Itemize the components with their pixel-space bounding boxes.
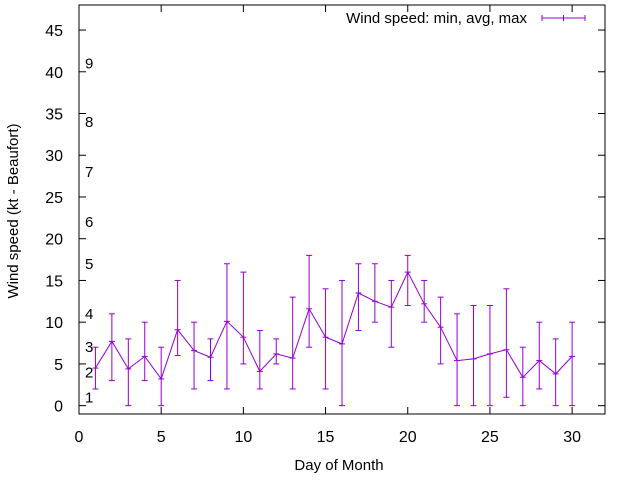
plot-border: [78, 4, 606, 415]
beaufort-label: 7: [85, 164, 93, 181]
x-tick-label: 0: [75, 429, 84, 446]
beaufort-label: 5: [85, 256, 93, 273]
beaufort-label: 3: [85, 339, 93, 356]
avg-line: [94, 270, 573, 380]
y-tick-label: 15: [45, 273, 63, 290]
y-tick-label: 40: [45, 65, 63, 82]
beaufort-label: 9: [85, 55, 93, 72]
legend: Wind speed: min, avg, max: [346, 10, 586, 27]
y-tick-label: 0: [54, 399, 63, 416]
x-axis-ticks: 0 5 10 15 20 25 30: [75, 5, 581, 446]
beaufort-scale-labels: 1 2 3 4 5 6 7 8 9: [85, 55, 93, 406]
beaufort-label: 1: [85, 389, 93, 406]
y-tick-label: 35: [45, 107, 63, 124]
beaufort-label: 8: [85, 114, 93, 131]
x-axis-title: Day of Month: [294, 457, 383, 474]
x-tick-label: 30: [563, 429, 581, 446]
wind-series: [92, 254, 576, 407]
beaufort-label: 6: [85, 214, 93, 231]
x-tick-label: 25: [481, 429, 499, 446]
beaufort-label: 2: [85, 364, 93, 381]
legend-label: Wind speed: min, avg, max: [346, 10, 527, 27]
y-axis-title: Wind speed (kt - Beaufort): [5, 123, 22, 298]
x-tick-label: 15: [317, 429, 335, 446]
x-tick-label: 10: [234, 429, 252, 446]
y-tick-label: 25: [45, 190, 63, 207]
x-tick-label: 20: [399, 429, 417, 446]
y-tick-label: 5: [54, 357, 63, 374]
y-tick-label: 20: [45, 232, 63, 249]
y-tick-label: 30: [45, 148, 63, 165]
x-tick-label: 5: [157, 429, 166, 446]
y-tick-label: 10: [45, 315, 63, 332]
plot-frame: [78, 4, 606, 415]
y-tick-label: 45: [45, 23, 63, 40]
beaufort-label: 4: [85, 306, 93, 323]
